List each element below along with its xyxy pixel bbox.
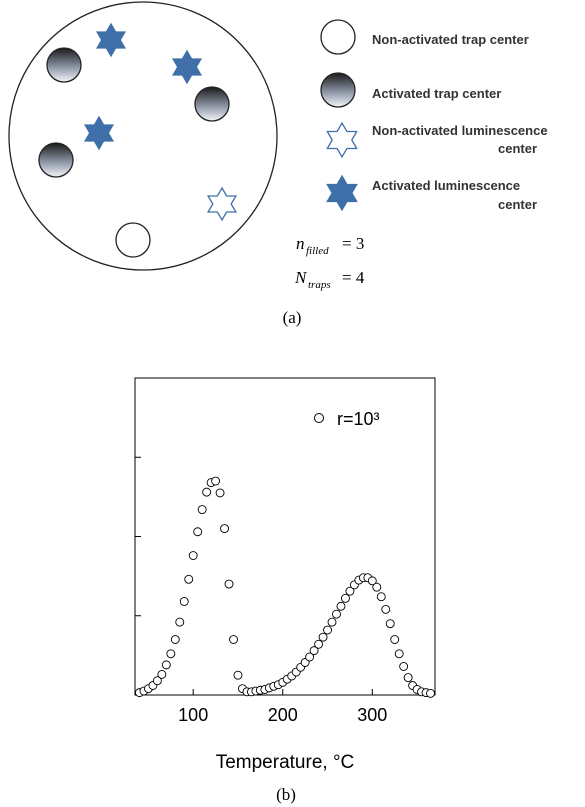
activated-trap (320, 72, 356, 108)
point (152, 676, 162, 686)
point (211, 476, 221, 486)
point (229, 635, 238, 644)
symbol: n (296, 234, 305, 253)
chart: 100 200 300 Temperature, °C (b) r=10³ (134, 377, 436, 804)
legend-text: Activated trap center (372, 86, 501, 101)
subscript: traps (308, 279, 331, 291)
legend-label: r=10³ (337, 409, 380, 429)
luminescence-center (326, 121, 358, 159)
x-axis-title: Temperature, °C (216, 752, 355, 773)
point (184, 574, 194, 584)
formula: n filled = 3 N traps = 4 (294, 234, 365, 291)
caption: (b) (276, 785, 296, 804)
point (305, 652, 315, 662)
x-tick-label: 300 (357, 705, 387, 725)
point (175, 617, 185, 627)
legend-marker (314, 413, 324, 423)
point (327, 617, 337, 627)
activated-trap (194, 86, 230, 122)
point (367, 576, 377, 586)
point (323, 625, 332, 635)
legend-text: Non-activated luminescence (372, 123, 548, 138)
point (197, 505, 207, 515)
point (381, 604, 391, 614)
point (179, 597, 189, 606)
point (233, 670, 243, 680)
x-tick-label: 200 (268, 705, 298, 725)
point (202, 487, 212, 497)
point (309, 646, 319, 656)
activated-luminescence-center (171, 49, 203, 85)
relation: = 3 (342, 234, 364, 253)
luminescence-center (206, 186, 238, 222)
x-tick-label: 100 (178, 705, 208, 725)
activated-trap (46, 47, 82, 83)
point (390, 635, 400, 644)
activated-trap (38, 142, 74, 178)
legend-text: Activated luminescence (372, 178, 520, 193)
trap (320, 19, 356, 55)
point (385, 619, 395, 629)
subscript: filled (306, 245, 329, 257)
point (332, 609, 341, 619)
point (336, 601, 346, 611)
point (157, 669, 167, 679)
point (345, 586, 355, 596)
region (8, 1, 278, 271)
legend-text: center (498, 197, 537, 212)
activated-luminescence-center (326, 174, 358, 212)
trap (115, 222, 151, 258)
point (340, 593, 350, 603)
point (372, 582, 382, 592)
plot-frame (134, 377, 436, 696)
point (394, 649, 404, 659)
relation: = 4 (342, 268, 365, 287)
point (188, 551, 198, 560)
point (193, 527, 203, 537)
caption: (a) (283, 308, 302, 327)
activated-luminescence-center (95, 22, 127, 58)
point (403, 673, 413, 683)
point (376, 592, 386, 602)
point (161, 660, 171, 670)
point (399, 662, 409, 671)
point (426, 688, 435, 698)
point (314, 639, 324, 649)
point (166, 649, 176, 659)
point (170, 635, 180, 644)
point (215, 488, 225, 498)
legend-text: center (498, 141, 537, 156)
activated-luminescence-center (83, 115, 115, 151)
legend-text: Non-activated trap center (372, 32, 529, 47)
point (224, 579, 234, 589)
point (220, 524, 230, 534)
point (318, 632, 328, 642)
symbol: N (294, 268, 308, 287)
